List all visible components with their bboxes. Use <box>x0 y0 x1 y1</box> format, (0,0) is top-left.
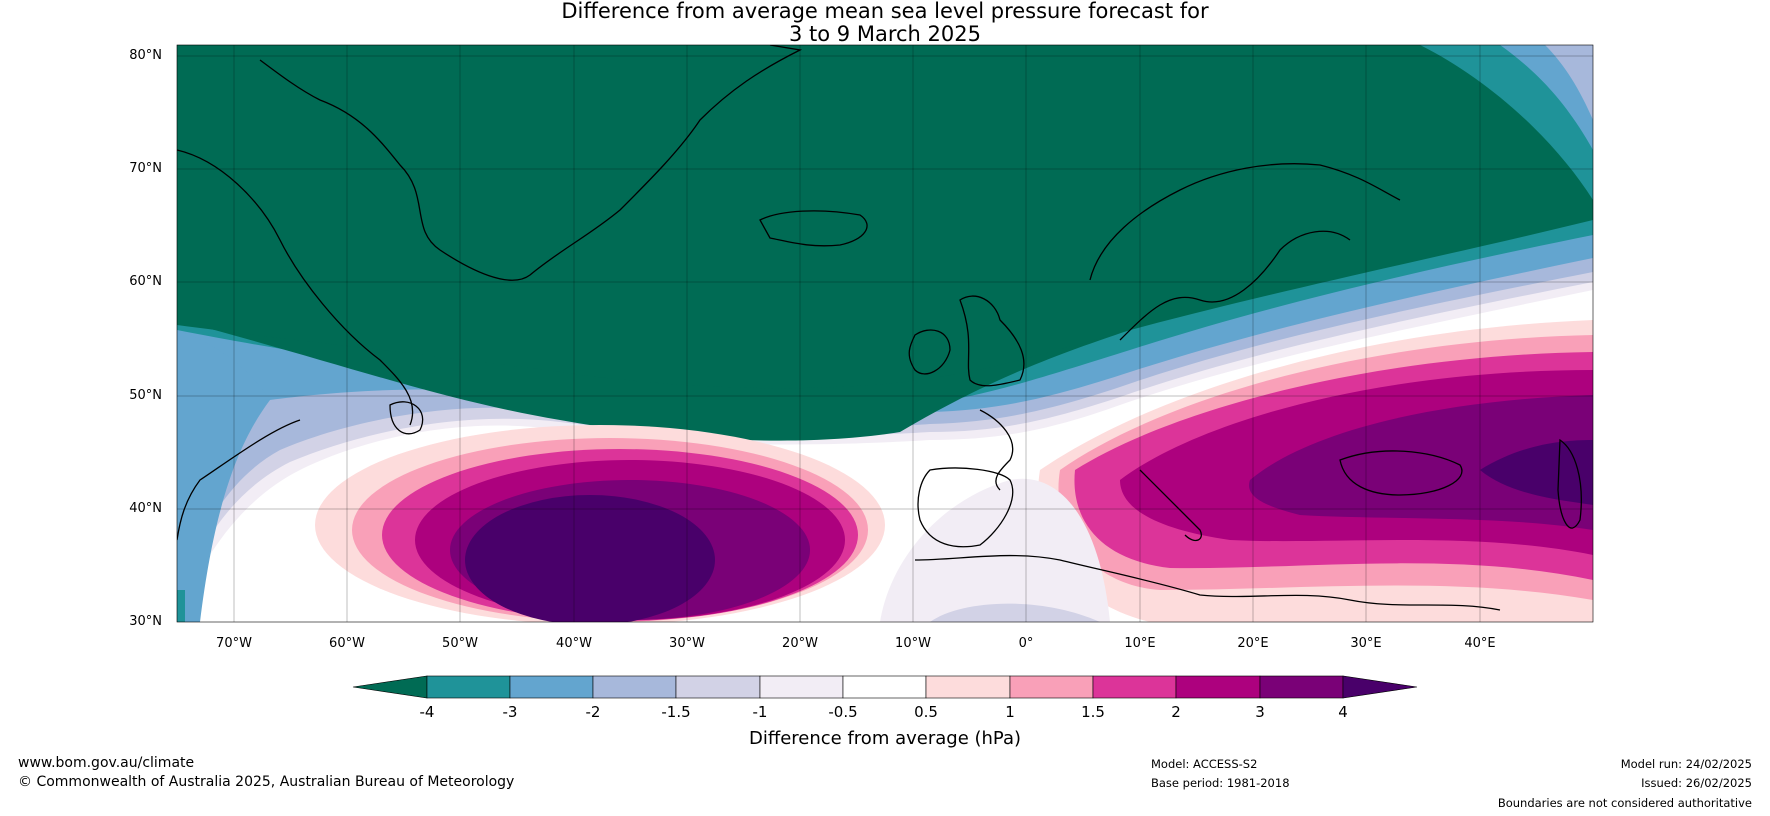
title-line-2: 3 to 9 March 2025 <box>789 22 981 46</box>
lon-label-40e: 40°E <box>1464 636 1496 651</box>
colorbar-tick: -3 <box>502 703 518 721</box>
lon-label-20e: 20°E <box>1237 636 1269 651</box>
lat-label-80n: 80°N <box>129 48 162 63</box>
lon-label-30e: 30°E <box>1350 636 1382 651</box>
band-neg-east-1.5 <box>1545 45 1593 120</box>
coastline-north-africa <box>914 554 1501 611</box>
lat-label-50n: 50°N <box>129 388 162 403</box>
colorbar-segment-3 <box>592 675 677 699</box>
colorbar-label: Difference from average (hPa) <box>748 728 1022 749</box>
lon-label-10w: 10°W <box>895 636 931 651</box>
map-frame <box>176 44 1594 623</box>
colorbar-tick: -4 <box>419 703 435 721</box>
colorbar-segment-2 <box>509 675 594 699</box>
colorbar-segment-10 <box>1175 675 1261 699</box>
title-line-1: Difference from average mean sea level p… <box>561 0 1209 23</box>
colorbar-tick: 0.5 <box>914 703 938 721</box>
colorbar-high-extend <box>1342 675 1418 699</box>
coastline-scandinavia <box>1089 163 1401 341</box>
blob-west-4 <box>465 495 715 622</box>
base-period-text: Base period: 1981-2018 <box>1151 776 1290 790</box>
band-neg-4-core <box>177 45 1593 389</box>
colorbar-low-extend <box>352 675 428 699</box>
copyright-text: © Commonwealth of Australia 2025, Austra… <box>18 774 515 790</box>
lon-label-0: 0° <box>1018 636 1034 651</box>
band-africa-neg-2 <box>930 603 1100 622</box>
map-field <box>177 45 1593 622</box>
lon-label-30w: 30°W <box>669 636 705 651</box>
model-text: Model: ACCESS-S2 <box>1151 757 1258 771</box>
colorbar-tick: 4 <box>1338 703 1348 721</box>
coastline-france <box>979 409 1014 491</box>
colorbar-segment-4 <box>675 675 761 699</box>
lon-label-70w: 70°W <box>216 636 252 651</box>
coastline-greenland <box>259 45 803 281</box>
colorbar-tick: 1 <box>1005 703 1015 721</box>
coastline-iberia <box>917 467 1014 548</box>
model-run-text: Model run: 24/02/2025 <box>1620 757 1752 771</box>
colorbar-tick: 2 <box>1171 703 1181 721</box>
lon-label-20w: 20°W <box>782 636 818 651</box>
coastline-black-sea <box>1339 450 1463 496</box>
coastline-labrador <box>177 149 414 541</box>
band-neg-west-teal <box>177 590 185 622</box>
website-text: www.bom.gov.au/climate <box>18 755 195 771</box>
colorbar-tick: -1 <box>752 703 768 721</box>
coastlines <box>177 45 1582 611</box>
lon-label-50w: 50°W <box>442 636 478 651</box>
band-neg-west <box>177 330 270 622</box>
coastline-ireland <box>908 329 951 375</box>
colorbar-segment-11 <box>1259 675 1344 699</box>
coastline-italy <box>1139 469 1202 542</box>
coastline-caspian <box>1557 438 1582 529</box>
colorbar-tick: 1.5 <box>1081 703 1105 721</box>
lon-label-60w: 60°W <box>329 636 365 651</box>
blob-east-3 <box>1249 395 1593 530</box>
colorbar-segment-7 <box>925 675 1011 699</box>
lon-label-40w: 40°W <box>556 636 592 651</box>
colorbar-segment-1 <box>426 675 511 699</box>
colorbar-tick: -2 <box>585 703 601 721</box>
lat-label-70n: 70°N <box>129 161 162 176</box>
coastline-iceland <box>759 210 868 247</box>
coastline-britain <box>959 295 1025 387</box>
colorbar-segment-6 <box>842 675 927 699</box>
colorbar-segment-5 <box>759 675 844 699</box>
coastline-newfoundland <box>389 401 424 435</box>
colorbar-segment-9 <box>1092 675 1177 699</box>
colorbar-segment-8 <box>1009 675 1094 699</box>
colorbar-tick: -1.5 <box>661 703 691 721</box>
lat-label-30n: 30°N <box>129 614 162 629</box>
colorbar-tick: 3 <box>1255 703 1265 721</box>
colorbar-tick: -0.5 <box>828 703 858 721</box>
lon-label-10e: 10°E <box>1124 636 1156 651</box>
boundaries-disclaimer: Boundaries are not considered authoritat… <box>1497 796 1752 810</box>
lat-label-40n: 40°N <box>129 501 162 516</box>
lat-label-60n: 60°N <box>129 274 162 289</box>
band-africa-neg <box>880 478 1110 622</box>
map-title: Difference from average mean sea level p… <box>0 0 1770 46</box>
blob-east-4 <box>1480 440 1593 505</box>
graticule <box>177 45 1593 622</box>
issued-text: Issued: 26/02/2025 <box>1641 776 1752 790</box>
